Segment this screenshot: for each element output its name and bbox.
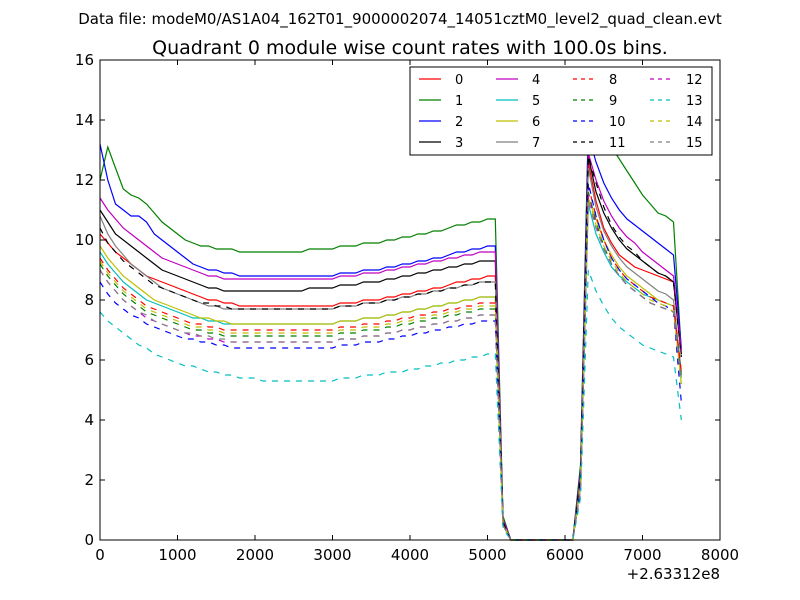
- legend-label-15: 15: [686, 136, 703, 151]
- x-tick-label: 8000: [701, 546, 739, 564]
- series-line-14: [99, 197, 682, 541]
- series-line-15: [99, 200, 682, 541]
- legend-label-7: 7: [532, 136, 540, 151]
- x-tick-label: 2000: [236, 546, 274, 564]
- series-line-10: [99, 182, 682, 541]
- x-tick-label: 1000: [158, 546, 196, 564]
- series-line-8: [99, 185, 682, 541]
- x-tick-label: 4000: [391, 546, 429, 564]
- y-tick-label: 12: [75, 171, 94, 189]
- legend-label-1: 1: [455, 94, 463, 109]
- y-tick-label: 16: [75, 51, 94, 69]
- legend-label-9: 9: [609, 94, 617, 109]
- x-tick-label: 7000: [623, 546, 661, 564]
- chart-title: Quadrant 0 module wise count rates with …: [152, 37, 668, 59]
- series-line-11: [99, 155, 682, 541]
- legend-label-11: 11: [609, 136, 626, 151]
- data-file-supertitle: Data file: modeM0/AS1A04_162T01_90000020…: [78, 10, 722, 29]
- axis-layer: 0 1000 2000 3000 4000 5000 6000 7000 80000246810…: [75, 51, 739, 564]
- x-tick-label: 5000: [468, 546, 506, 564]
- series-line-3: [99, 155, 682, 541]
- y-tick-label: 4: [84, 411, 94, 429]
- y-tick-label: 0: [84, 531, 94, 549]
- legend-label-12: 12: [686, 73, 703, 88]
- x-offset-label: +2.63312e8: [627, 565, 720, 583]
- series-line-7: [99, 167, 682, 541]
- series-line-4: [99, 152, 682, 541]
- y-tick-label: 2: [84, 471, 94, 489]
- legend-label-5: 5: [532, 94, 540, 109]
- y-tick-label: 14: [75, 111, 94, 129]
- legend-label-13: 13: [686, 94, 703, 109]
- series-line-6: [99, 197, 682, 541]
- legend-label-2: 2: [455, 115, 463, 130]
- series-layer: [99, 121, 682, 541]
- legend-label-3: 3: [455, 136, 463, 151]
- y-tick-label: 6: [84, 351, 94, 369]
- series-line-0: [99, 161, 682, 541]
- series-line-9: [99, 191, 682, 541]
- legend-label-4: 4: [532, 73, 540, 88]
- x-tick-label: 6000: [546, 546, 584, 564]
- legend-label-6: 6: [532, 115, 540, 130]
- y-tick-label: 8: [84, 291, 94, 309]
- legend-box: [409, 66, 713, 156]
- y-tick-label: 10: [75, 231, 94, 249]
- legend-label-0: 0: [455, 73, 463, 88]
- legend-label-14: 14: [686, 115, 703, 130]
- legend-label-10: 10: [609, 115, 626, 130]
- x-tick-label: 3000: [313, 546, 351, 564]
- legend-label-8: 8: [609, 73, 617, 88]
- x-tick-label: 0: [95, 546, 105, 564]
